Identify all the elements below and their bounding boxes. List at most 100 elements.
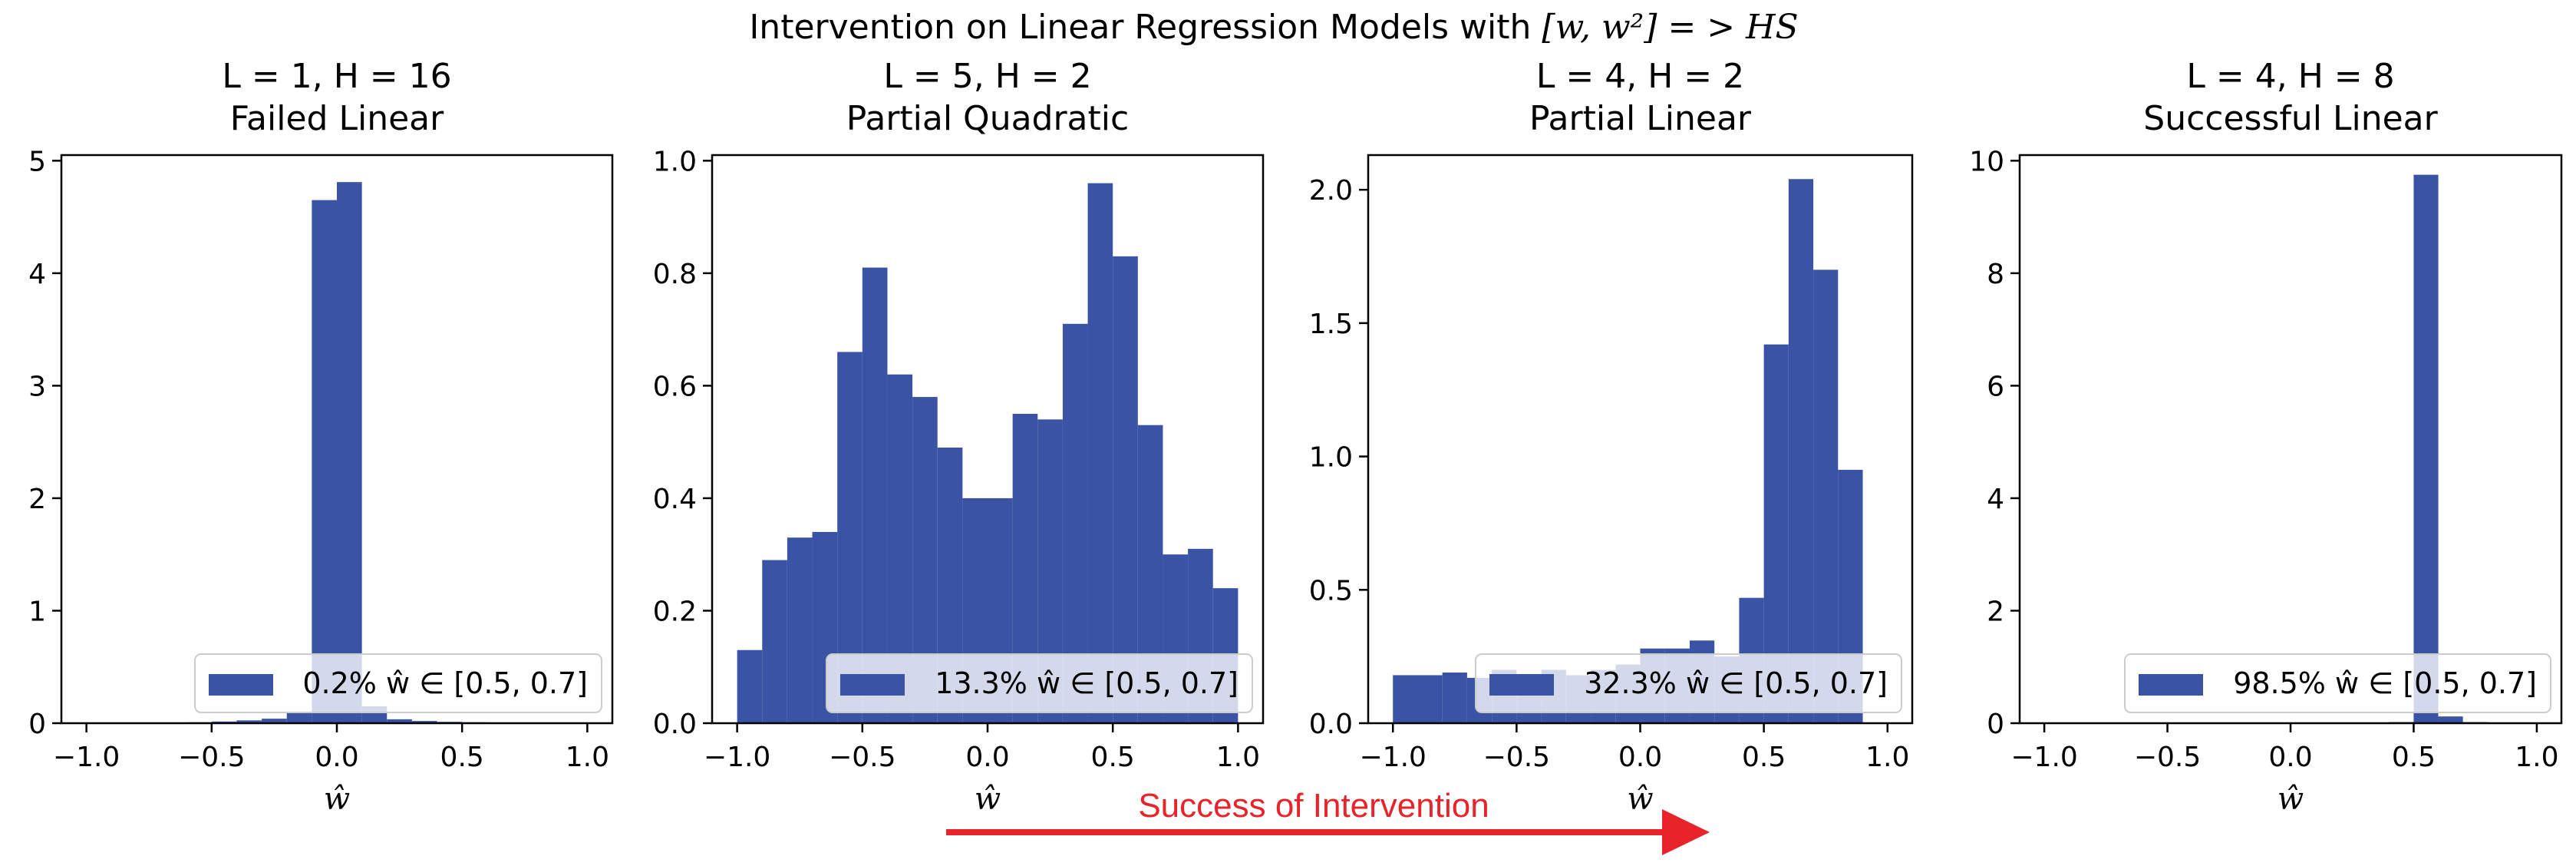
x-tick-label: 1.0: [2515, 742, 2558, 773]
legend-swatch: [840, 674, 905, 696]
subplot-title-label: Successful Linear: [2143, 99, 2438, 138]
legend-box: [194, 653, 602, 713]
legend-label: 98.5% ŵ ∈ [0.5, 0.7]: [2233, 666, 2537, 700]
x-tick-label: 0.5: [440, 742, 484, 773]
legend-box: [826, 653, 1253, 713]
x-tick-label: −1.0: [1360, 742, 1427, 773]
histogram-bar: [312, 200, 337, 723]
histogram-bar: [337, 182, 362, 723]
x-axis-label: ŵ: [324, 782, 350, 817]
y-tick-label: 10: [1969, 146, 2004, 177]
y-tick-label: 2: [1987, 596, 2004, 627]
annotation-arrow-head: [1662, 809, 1710, 855]
y-tick-label: 2.0: [1309, 175, 1353, 207]
y-tick-label: 4: [1987, 484, 2004, 515]
legend: 0.2% ŵ ∈ [0.5, 0.7]: [194, 653, 602, 713]
x-tick-label: 1.0: [1216, 742, 1260, 773]
histogram-bar: [1393, 675, 1443, 723]
y-tick-label: 1.0: [1309, 442, 1353, 474]
figure-title: Intervention on Linear Regression Models…: [749, 8, 1798, 47]
x-tick-label: −0.5: [178, 742, 245, 773]
histogram-bar: [1087, 183, 1113, 723]
y-tick-label: 1: [28, 596, 46, 627]
histogram-bar: [762, 560, 787, 723]
y-tick-label: 0.5: [1309, 575, 1353, 607]
legend-label: 0.2% ŵ ∈ [0.5, 0.7]: [302, 666, 588, 700]
x-axis-label: ŵ: [1627, 782, 1653, 817]
y-tick-label: 0.4: [653, 484, 697, 515]
legend-swatch: [209, 674, 273, 696]
histogram-bar: [262, 719, 287, 723]
x-tick-label: 1.0: [566, 742, 609, 773]
y-tick-label: 0: [1987, 709, 2004, 740]
y-tick-label: 0.0: [653, 709, 697, 740]
y-tick-label: 4: [28, 259, 46, 290]
subplot-title-config: L = 4, H = 8: [2186, 57, 2394, 96]
histogram-bar: [1813, 269, 1839, 724]
y-tick-label: 6: [1987, 371, 2004, 402]
histogram-bar: [2438, 716, 2463, 723]
y-tick-label: 2: [28, 484, 46, 515]
legend-box: [1475, 653, 1902, 713]
legend-swatch: [2139, 674, 2203, 696]
intervention-annotation: Success of Intervention: [946, 787, 1710, 855]
x-tick-label: 1.0: [1865, 742, 1909, 773]
y-tick-label: 0: [28, 709, 46, 740]
subplot-title-config: L = 1, H = 16: [222, 57, 451, 96]
x-tick-label: 0.0: [315, 742, 358, 773]
histogram-bar: [236, 720, 262, 723]
subplot-title-label: Partial Quadratic: [846, 99, 1129, 138]
x-axis-label: ŵ: [975, 782, 1001, 817]
histogram-bar: [1442, 672, 1467, 723]
annotation-text: Success of Intervention: [1138, 787, 1489, 825]
x-tick-label: −1.0: [53, 742, 120, 773]
y-tick-label: 0.8: [653, 259, 697, 290]
x-tick-label: 0.5: [2392, 742, 2436, 773]
x-tick-label: 0.0: [2268, 742, 2312, 773]
y-tick-label: 0.6: [653, 371, 697, 402]
histogram-bar: [411, 721, 437, 723]
histogram-bar: [387, 719, 412, 723]
y-tick-label: 0.0: [1309, 709, 1353, 740]
legend: 98.5% ŵ ∈ [0.5, 0.7]: [2124, 653, 2551, 713]
x-tick-label: −1.0: [704, 742, 770, 773]
legend: 32.3% ŵ ∈ [0.5, 0.7]: [1475, 653, 1902, 713]
y-tick-label: 0.2: [653, 596, 697, 627]
legend-label: 32.3% ŵ ∈ [0.5, 0.7]: [1584, 666, 1888, 700]
legend-box: [2124, 653, 2551, 713]
x-tick-label: −1.0: [2010, 742, 2077, 773]
y-tick-label: 8: [1987, 259, 2004, 290]
y-tick-label: 1.0: [653, 146, 697, 177]
x-tick-label: −0.5: [2134, 742, 2201, 773]
histogram-bar: [737, 650, 763, 723]
histogram-bar: [862, 267, 888, 723]
subplot-title-config: L = 5, H = 2: [883, 57, 1091, 96]
x-axis-label: ŵ: [2278, 782, 2304, 817]
histogram-bar: [787, 537, 813, 723]
x-tick-label: −0.5: [1483, 742, 1550, 773]
legend: 13.3% ŵ ∈ [0.5, 0.7]: [826, 653, 1253, 713]
x-tick-label: 0.0: [1618, 742, 1662, 773]
x-tick-label: 0.5: [1091, 742, 1135, 773]
x-tick-label: −0.5: [829, 742, 895, 773]
histogram-bar: [2413, 174, 2439, 724]
histogram-bar: [286, 712, 312, 723]
histogram-bar: [1113, 256, 1138, 723]
subplot-title-config: L = 4, H = 2: [1536, 57, 1744, 96]
y-tick-label: 5: [28, 146, 46, 177]
x-tick-label: 0.5: [1742, 742, 1786, 773]
subplot-title-label: Failed Linear: [230, 99, 444, 138]
y-tick-label: 3: [28, 371, 46, 402]
legend-swatch: [1489, 674, 1554, 696]
subplot-title-label: Partial Linear: [1529, 99, 1752, 138]
histogram-bar: [1788, 179, 1814, 724]
y-tick-label: 1.5: [1309, 309, 1353, 340]
axes-frame: [2018, 154, 2563, 725]
x-tick-label: 0.0: [965, 742, 1009, 773]
